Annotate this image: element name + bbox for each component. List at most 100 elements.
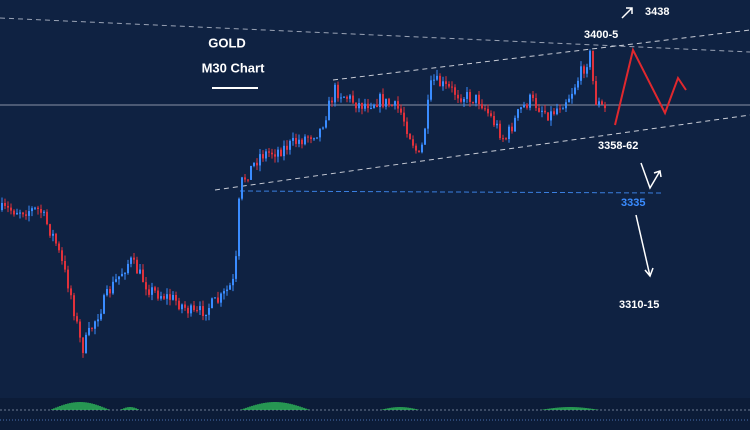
candle: [94, 321, 96, 329]
candle: [250, 165, 252, 180]
candle: [67, 269, 69, 289]
arrow: [621, 7, 633, 19]
candle: [409, 133, 411, 140]
candle: [325, 120, 327, 128]
candle: [238, 198, 240, 257]
candle: [82, 337, 84, 353]
candle: [580, 66, 582, 81]
candle: [544, 110, 546, 113]
candle: [391, 105, 393, 107]
candle: [235, 256, 237, 279]
candle: [520, 107, 522, 110]
candle: [115, 279, 117, 282]
channel-upper: [332, 29, 750, 81]
candle: [358, 103, 360, 109]
candle: [280, 149, 282, 157]
candle: [88, 327, 90, 335]
candle: [241, 177, 243, 199]
candle: [130, 257, 132, 264]
candle: [484, 108, 486, 110]
candle: [577, 80, 579, 88]
candle: [181, 304, 183, 310]
candle: [505, 138, 507, 140]
candle: [265, 151, 267, 159]
candle: [58, 243, 60, 251]
candle: [43, 211, 45, 213]
candle: [331, 100, 333, 103]
candle: [343, 96, 345, 98]
candle: [91, 327, 93, 329]
candle: [481, 104, 483, 109]
candle: [55, 233, 57, 244]
candle: [382, 94, 384, 107]
candle: [97, 319, 99, 322]
candle: [490, 113, 492, 116]
arrow: [640, 162, 662, 190]
candle: [406, 121, 408, 134]
candle: [400, 108, 402, 113]
candle: [274, 154, 276, 157]
candle: [268, 151, 270, 153]
candle: [163, 296, 165, 299]
candle: [310, 137, 312, 140]
candle: [538, 108, 540, 112]
candle: [595, 81, 597, 105]
candle: [19, 212, 21, 214]
candle: [388, 98, 390, 106]
candle: [295, 137, 297, 144]
candle: [226, 289, 228, 292]
candle: [337, 84, 339, 99]
candle: [487, 108, 489, 114]
candle: [109, 289, 111, 294]
candle: [601, 101, 603, 105]
candle: [232, 278, 234, 286]
candle: [592, 50, 594, 82]
candle: [283, 145, 285, 157]
candle: [193, 305, 195, 311]
candle: [211, 298, 213, 309]
candle: [169, 294, 171, 300]
candle: [469, 92, 471, 102]
candle: [229, 285, 231, 290]
candle: [526, 104, 528, 108]
candle: [340, 97, 342, 99]
candle: [208, 308, 210, 315]
candle: [574, 87, 576, 94]
candle: [253, 162, 255, 166]
candle: [49, 224, 51, 236]
candle: [499, 123, 501, 139]
candle: [22, 212, 24, 215]
candle: [412, 139, 414, 146]
candle: [466, 92, 468, 99]
candle: [187, 307, 189, 314]
candle: [394, 101, 396, 106]
candle: [514, 117, 516, 132]
candle: [286, 145, 288, 150]
candle: [421, 144, 423, 153]
subtitle: M30 Chart: [202, 60, 266, 75]
candle: [175, 294, 177, 301]
candle: [16, 212, 18, 215]
candle: [196, 310, 198, 312]
candle: [199, 306, 201, 311]
indicator-histogram: [51, 402, 599, 410]
candle: [151, 287, 153, 295]
candle: [292, 137, 294, 141]
support-line: [239, 190, 663, 194]
candle: [244, 177, 246, 180]
candle: [511, 126, 513, 132]
candle: [427, 99, 429, 129]
candle: [118, 276, 120, 280]
candle: [517, 109, 519, 118]
candle: [103, 295, 105, 314]
candle: [52, 233, 54, 236]
candle: [10, 207, 12, 211]
candle: [190, 305, 192, 314]
candle: [133, 257, 135, 260]
candle: [40, 208, 42, 213]
candle: [25, 214, 27, 216]
candle: [532, 94, 534, 99]
candle: [436, 75, 438, 80]
candle: [472, 101, 474, 103]
candle: [448, 83, 450, 87]
